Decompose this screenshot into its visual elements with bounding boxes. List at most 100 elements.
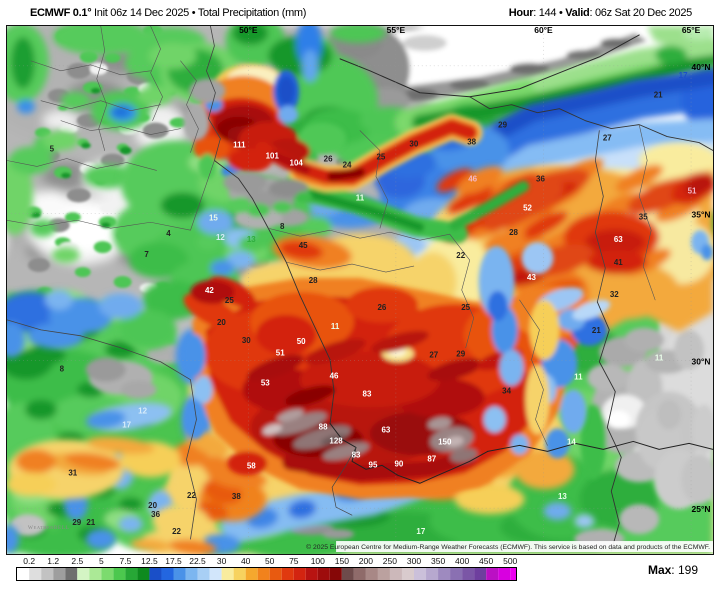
svg-text:22: 22 — [456, 251, 465, 260]
svg-text:38: 38 — [232, 492, 241, 501]
svg-text:20: 20 — [217, 318, 226, 327]
svg-text:27: 27 — [429, 351, 438, 360]
svg-text:29: 29 — [498, 121, 507, 130]
svg-text:29: 29 — [456, 350, 465, 359]
svg-text:63: 63 — [614, 235, 623, 244]
svg-text:101: 101 — [266, 152, 280, 161]
svg-text:60°E: 60°E — [534, 26, 553, 35]
svg-text:46: 46 — [330, 372, 339, 381]
svg-text:36: 36 — [536, 174, 545, 183]
svg-text:50: 50 — [297, 337, 306, 346]
svg-text:100: 100 — [311, 556, 325, 566]
svg-text:50: 50 — [265, 556, 275, 566]
svg-text:15: 15 — [209, 213, 218, 222]
svg-text:22.5: 22.5 — [189, 556, 206, 566]
svg-text:30: 30 — [217, 556, 227, 566]
svg-text:26: 26 — [324, 154, 333, 163]
svg-text:450: 450 — [479, 556, 493, 566]
svg-text:7: 7 — [144, 250, 149, 259]
svg-text:250: 250 — [383, 556, 397, 566]
svg-text:12: 12 — [138, 407, 147, 416]
svg-text:11: 11 — [331, 322, 340, 331]
svg-text:95: 95 — [369, 460, 378, 469]
svg-text:24: 24 — [343, 160, 352, 169]
svg-text:11: 11 — [574, 373, 583, 382]
svg-text:90: 90 — [394, 459, 403, 468]
svg-text:88: 88 — [319, 422, 328, 431]
svg-text:36: 36 — [151, 510, 160, 519]
svg-text:150: 150 — [335, 556, 349, 566]
svg-text:34: 34 — [502, 387, 511, 396]
svg-text:11: 11 — [356, 193, 365, 202]
svg-text:25: 25 — [461, 303, 470, 312]
svg-text:2.5: 2.5 — [71, 556, 83, 566]
svg-text:8: 8 — [60, 365, 65, 374]
svg-text:111: 111 — [233, 141, 246, 150]
svg-text:83: 83 — [363, 390, 372, 399]
svg-text:11: 11 — [655, 354, 664, 363]
svg-text:12: 12 — [216, 233, 225, 242]
svg-text:1.2: 1.2 — [47, 556, 59, 566]
svg-text:55°E: 55°E — [387, 26, 406, 35]
svg-text:13: 13 — [558, 492, 567, 501]
svg-text:41: 41 — [614, 258, 623, 267]
svg-text:128: 128 — [329, 436, 343, 445]
svg-text:WEATHERBELL: WEATHERBELL — [28, 525, 70, 531]
svg-text:150: 150 — [438, 437, 452, 446]
svg-text:17.5: 17.5 — [165, 556, 182, 566]
svg-text:5: 5 — [50, 145, 55, 154]
svg-text:46: 46 — [468, 174, 477, 183]
svg-text:42: 42 — [205, 286, 214, 295]
svg-text:29: 29 — [72, 518, 81, 527]
svg-text:51: 51 — [688, 186, 697, 195]
svg-text:12.5: 12.5 — [141, 556, 158, 566]
svg-text:300: 300 — [407, 556, 421, 566]
svg-text:104: 104 — [290, 158, 304, 167]
svg-text:0.2: 0.2 — [23, 556, 35, 566]
svg-text:21: 21 — [86, 518, 95, 527]
svg-text:35°N: 35°N — [692, 209, 711, 219]
svg-text:30°N: 30°N — [692, 357, 711, 367]
svg-text:51: 51 — [276, 349, 285, 358]
svg-text:25: 25 — [225, 296, 234, 305]
svg-text:28: 28 — [509, 228, 518, 237]
svg-text:28: 28 — [309, 276, 318, 285]
svg-text:200: 200 — [359, 556, 373, 566]
svg-text:38: 38 — [467, 138, 476, 147]
svg-text:4: 4 — [166, 229, 171, 238]
svg-text:5: 5 — [99, 556, 104, 566]
svg-text:17: 17 — [416, 527, 425, 536]
svg-text:30: 30 — [409, 140, 418, 149]
svg-text:65°E: 65°E — [682, 26, 701, 35]
svg-text:31: 31 — [68, 468, 77, 477]
svg-text:21: 21 — [654, 91, 663, 100]
svg-text:40°N: 40°N — [692, 62, 711, 72]
svg-text:87: 87 — [427, 454, 436, 463]
svg-text:17: 17 — [122, 420, 131, 429]
svg-text:35: 35 — [639, 212, 648, 221]
svg-text:75: 75 — [289, 556, 299, 566]
svg-text:25: 25 — [377, 152, 386, 161]
svg-text:400: 400 — [455, 556, 469, 566]
svg-text:50°E: 50°E — [239, 26, 258, 35]
svg-text:30: 30 — [242, 336, 251, 345]
svg-text:32: 32 — [610, 290, 619, 299]
svg-text:© 2025 European Centre for Med: © 2025 European Centre for Medium-Range … — [306, 543, 710, 551]
svg-text:21: 21 — [592, 326, 601, 335]
svg-text:7.5: 7.5 — [119, 556, 131, 566]
svg-text:25°N: 25°N — [692, 504, 711, 514]
svg-text:45: 45 — [299, 241, 308, 250]
svg-text:58: 58 — [247, 461, 256, 470]
svg-text:20: 20 — [148, 501, 157, 510]
svg-text:43: 43 — [527, 273, 536, 282]
svg-text:350: 350 — [431, 556, 445, 566]
svg-text:52: 52 — [523, 203, 532, 212]
svg-text:53: 53 — [261, 379, 270, 388]
svg-text:17: 17 — [679, 71, 688, 80]
svg-text:83: 83 — [352, 450, 361, 459]
svg-text:27: 27 — [603, 134, 612, 143]
svg-text:13: 13 — [247, 235, 256, 244]
svg-text:26: 26 — [377, 303, 386, 312]
svg-text:40: 40 — [241, 556, 251, 566]
svg-text:8: 8 — [280, 222, 285, 231]
